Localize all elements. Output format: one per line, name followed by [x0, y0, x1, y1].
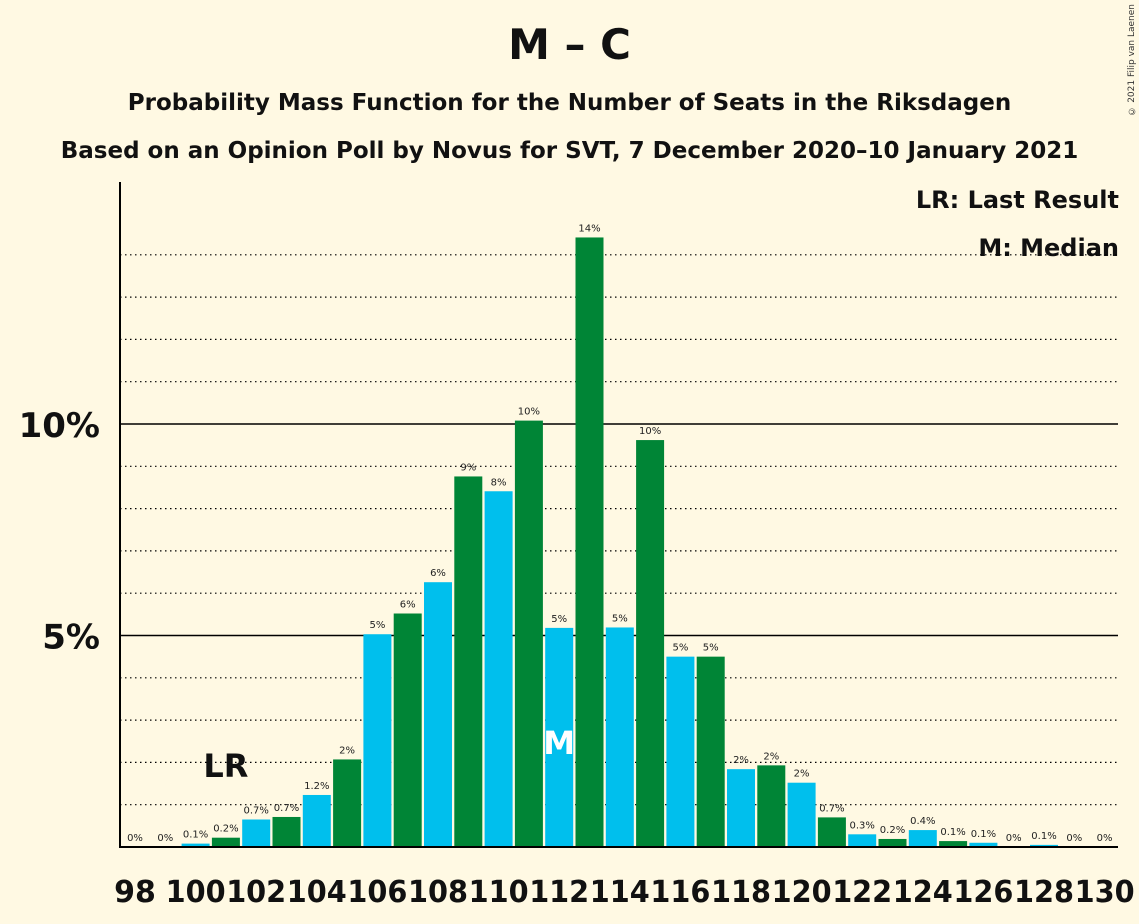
bar-label-seat-112: 5%: [551, 614, 567, 625]
bar-label-seat-103: 0.7%: [274, 803, 299, 814]
bar-seat-121: [817, 817, 846, 847]
bar-seat-114: [605, 627, 634, 847]
bar-seat-118: [727, 769, 755, 847]
bar-seat-100: [181, 843, 210, 847]
bar-label-seat-99: 0%: [157, 833, 173, 844]
bar-label-seat-124: 0.4%: [910, 816, 935, 827]
bar-label-seat-106: 5%: [369, 620, 385, 631]
x-tick-102: 102: [226, 875, 286, 910]
x-tick-108: 108: [408, 875, 468, 910]
bar-seat-125: [939, 841, 968, 847]
y-tick-labels: 5% 10%: [19, 406, 100, 658]
bar-value-labels: 0% 0% 0.1% 0.2% 0.7% 0.7% 1.2% 2% 5% 6% 6% 9% 8% 10% 5…: [127, 223, 1112, 844]
bar-seat-122: [848, 834, 877, 847]
bar-label-seat-130: 0%: [1097, 833, 1113, 844]
x-tick-104: 104: [287, 875, 347, 910]
bar-label-seat-114: 5%: [612, 613, 628, 624]
bar-label-seat-120: 2%: [794, 769, 810, 780]
bar-label-seat-115: 10%: [639, 426, 661, 437]
x-tick-116: 116: [650, 875, 710, 910]
axes: [119, 182, 1118, 848]
bar-seat-108: [424, 582, 452, 847]
bar-label-seat-100: 0.1%: [183, 830, 208, 841]
bar-seat-115: [636, 440, 665, 847]
x-tick-110: 110: [469, 875, 529, 910]
x-tick-126: 126: [953, 875, 1013, 910]
bar-label-seat-121: 0.7%: [819, 803, 844, 814]
bar-label-seat-119: 2%: [763, 751, 779, 762]
bar-label-seat-117: 5%: [703, 643, 719, 654]
x-tick-112: 112: [529, 875, 589, 910]
bar-seat-104: [302, 794, 331, 847]
bar-label-seat-126: 0.1%: [971, 829, 996, 840]
bar-seat-117: [696, 656, 725, 847]
bar-seat-103: [272, 816, 301, 847]
x-tick-labels: 98 100 102 104 106 108 110 112 114 116 118 120 122 12…: [114, 875, 1134, 910]
bar-seat-124: [908, 830, 937, 847]
x-tick-100: 100: [166, 875, 226, 910]
bar-seat-116: [666, 656, 695, 847]
bar-label-seat-125: 0.1%: [940, 827, 965, 838]
bar-seat-126: [969, 842, 998, 847]
legend-median: M: Median: [978, 234, 1119, 262]
bar-label-seat-128: 0.1%: [1031, 831, 1056, 842]
chart-subtitle: Probability Mass Function for the Number…: [127, 90, 1012, 116]
bar-seat-123: [878, 838, 907, 847]
bar-label-seat-101: 0.2%: [213, 824, 238, 835]
bar-seat-105: [333, 759, 362, 847]
chart-title: M – C: [508, 20, 631, 69]
bars: [181, 237, 1058, 847]
bar-label-seat-105: 2%: [339, 745, 355, 756]
bar-label-seat-127: 0%: [1006, 833, 1022, 844]
x-tick-114: 114: [590, 875, 650, 910]
bar-label-seat-107: 6%: [400, 600, 416, 611]
x-tick-124: 124: [893, 875, 953, 910]
bar-seat-107: [393, 613, 422, 847]
bar-label-seat-123: 0.2%: [880, 825, 905, 836]
bar-label-seat-104: 1.2%: [304, 781, 329, 792]
bar-seat-112: [545, 627, 574, 847]
markers: LR M: [203, 724, 575, 785]
bar-seat-109: [454, 476, 483, 847]
bar-seat-119: [757, 765, 786, 847]
bar-label-seat-110: 8%: [491, 477, 507, 488]
median-marker: M: [543, 724, 575, 762]
legend-last-result: LR: Last Result: [915, 186, 1119, 214]
grid-lines: [120, 254, 1118, 806]
x-tick-98: 98: [114, 875, 156, 910]
bar-seat-120: [787, 782, 816, 847]
bar-seat-106: [363, 634, 392, 847]
bar-seat-101: [211, 837, 240, 847]
y-tick-5: 5%: [42, 618, 100, 658]
bar-seat-102: [242, 819, 271, 847]
bar-label-seat-109: 9%: [460, 462, 476, 473]
last-result-marker: LR: [203, 747, 248, 785]
x-tick-118: 118: [711, 875, 771, 910]
x-tick-120: 120: [772, 875, 832, 910]
bar-label-seat-118: 2%: [733, 755, 749, 766]
bar-seat-110: [484, 491, 513, 847]
bar-label-seat-122: 0.3%: [849, 820, 874, 831]
bar-label-seat-108: 6%: [430, 568, 446, 579]
chart-subtitle-source: Based on an Opinion Poll by Novus for SV…: [60, 138, 1079, 164]
bar-label-seat-111: 10%: [518, 407, 540, 418]
bar-label-seat-113: 14%: [578, 223, 600, 234]
bar-label-seat-116: 5%: [672, 643, 688, 654]
bar-seat-113: [575, 237, 604, 847]
y-tick-10: 10%: [19, 406, 100, 446]
bar-seat-128: [1030, 844, 1058, 847]
bar-label-seat-98: 0%: [127, 833, 143, 844]
x-tick-130: 130: [1075, 875, 1135, 910]
x-tick-128: 128: [1014, 875, 1074, 910]
bar-label-seat-129: 0%: [1066, 833, 1082, 844]
x-tick-122: 122: [832, 875, 892, 910]
x-tick-106: 106: [347, 875, 407, 910]
bar-label-seat-102: 0.7%: [243, 806, 268, 817]
bar-seat-111: [514, 420, 543, 847]
